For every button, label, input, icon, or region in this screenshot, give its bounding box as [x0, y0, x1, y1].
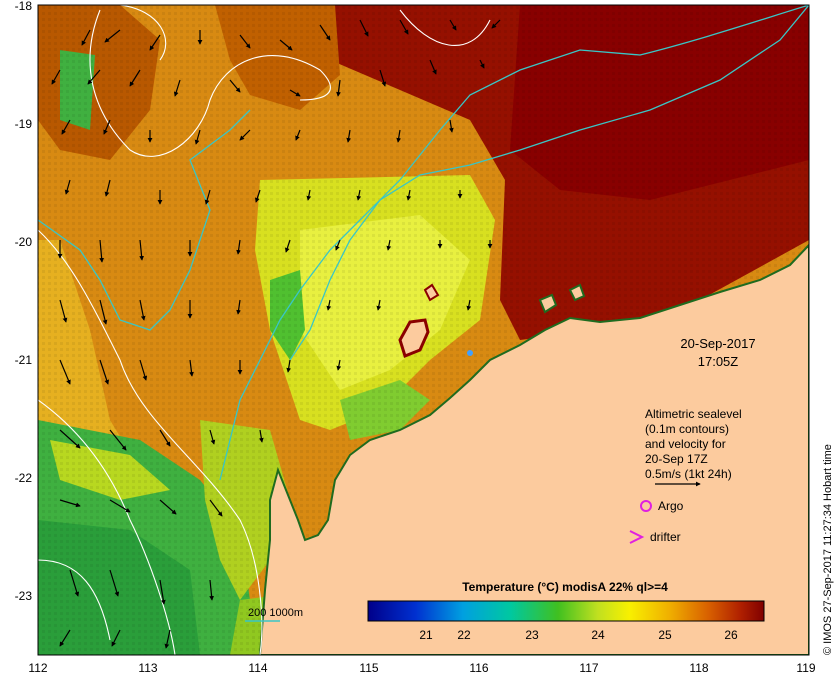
y-axis: -18 -19 -20 -21 -22 -23 — [15, 0, 33, 603]
x-tick: 118 — [689, 661, 708, 675]
colorbar-gradient — [367, 600, 765, 622]
landmass — [258, 243, 809, 655]
y-tick: -22 — [15, 471, 33, 485]
x-tick: 115 — [359, 661, 378, 675]
velocity-annotation: Altimetric sealevel (0.1m contours) and … — [645, 407, 742, 487]
colorbar: Temperature (°C) modisA 22% ql>=4 21 22 … — [367, 580, 765, 642]
argo-legend-icon — [640, 500, 652, 512]
annotation-line: Altimetric sealevel — [645, 407, 742, 421]
colorbar-tick: 25 — [658, 628, 672, 642]
annotation-line: (0.1m contours) — [645, 422, 729, 436]
x-tick: 116 — [469, 661, 488, 675]
y-tick: -19 — [15, 117, 33, 131]
x-tick: 112 — [28, 661, 47, 675]
colorbar-tick: 23 — [525, 628, 539, 642]
y-tick: -18 — [15, 0, 33, 13]
colorbar-tick: 22 — [457, 628, 471, 642]
colorbar-tick: 24 — [591, 628, 605, 642]
y-tick: -21 — [15, 353, 33, 367]
credit-text: © IMOS 27-Sep-2017 11:27:34 Hobart time — [822, 444, 834, 655]
x-tick: 119 — [796, 661, 815, 675]
time-label: 17:05Z — [698, 354, 739, 369]
y-tick: -20 — [15, 235, 33, 249]
isobath-legend-label: 200 1000m — [248, 607, 303, 619]
x-axis: 112 113 114 115 116 117 118 119 — [28, 661, 815, 675]
drifter-legend-icon — [629, 530, 645, 544]
velocity-vectors — [51, 19, 501, 649]
x-tick: 117 — [579, 661, 598, 675]
drifter-legend-label: drifter — [650, 530, 681, 544]
annotation-line: 0.5m/s (1kt 24h) — [645, 467, 732, 481]
sst-field — [38, 5, 809, 655]
annotation-line: 20-Sep 17Z — [645, 452, 708, 466]
date-label: 20-Sep-2017 — [680, 336, 755, 351]
argo-float-marker — [467, 350, 473, 356]
colorbar-tick: 21 — [419, 628, 433, 642]
x-tick: 114 — [248, 661, 267, 675]
y-tick: -23 — [15, 589, 33, 603]
colorbar-title: Temperature (°C) modisA 22% ql>=4 — [462, 580, 668, 594]
annotation-line: and velocity for — [645, 437, 726, 451]
argo-legend-label: Argo — [658, 499, 684, 513]
colorbar-tick: 26 — [724, 628, 738, 642]
x-tick: 113 — [138, 661, 157, 675]
